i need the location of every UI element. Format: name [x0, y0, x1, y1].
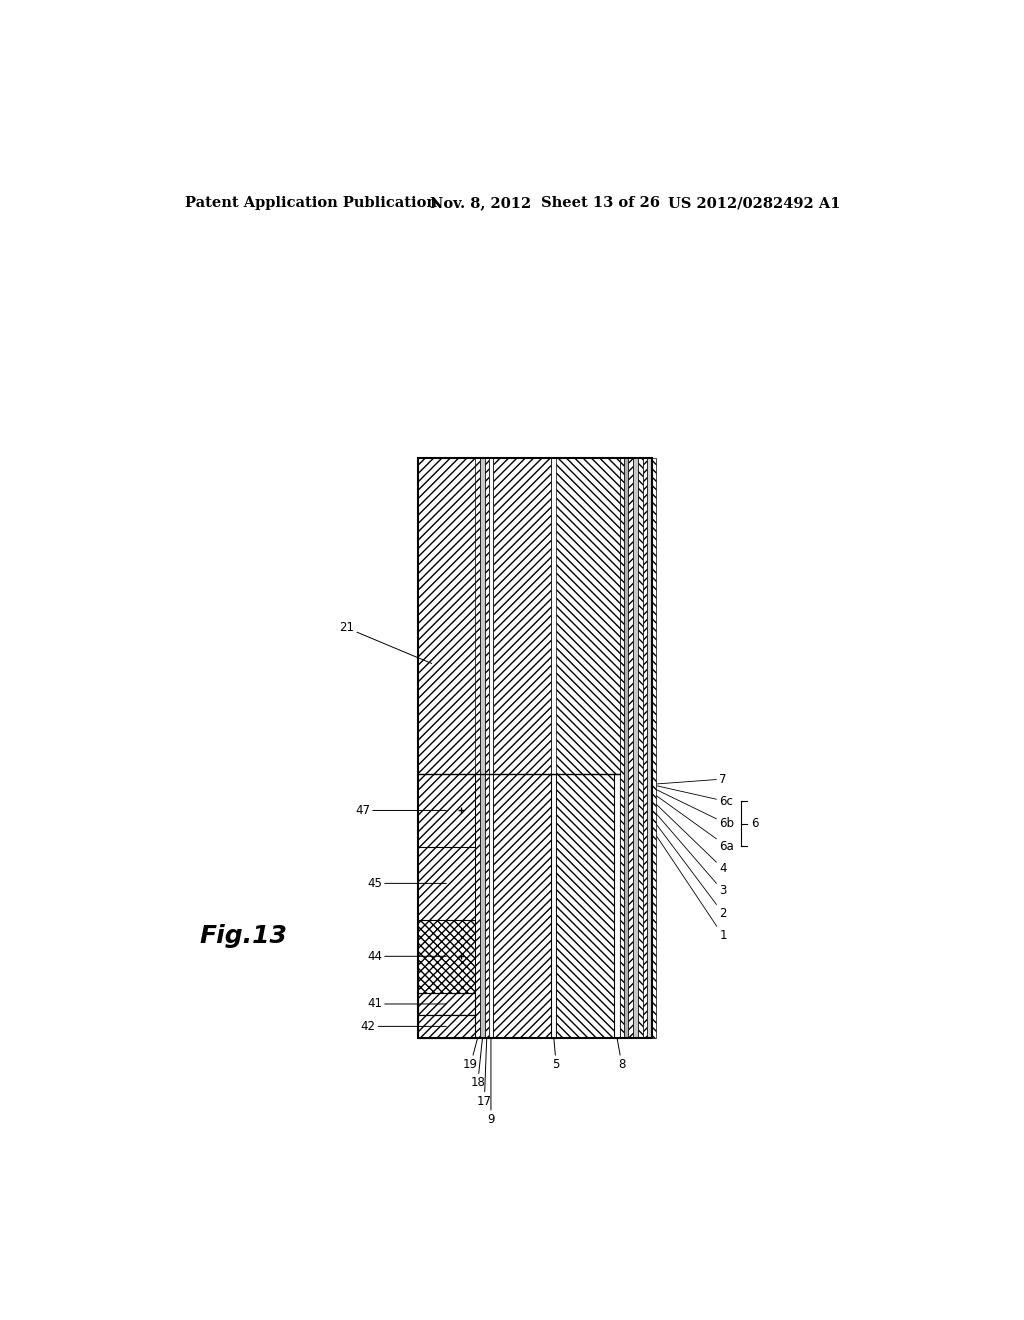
Bar — [475, 774, 480, 1038]
Bar — [651, 458, 656, 1038]
Text: 4: 4 — [635, 784, 727, 875]
Text: 7: 7 — [654, 772, 727, 785]
Bar — [551, 458, 556, 774]
Text: 6c: 6c — [649, 784, 733, 808]
Bar — [551, 774, 556, 1038]
Bar — [418, 774, 475, 847]
Bar — [418, 458, 651, 1038]
Text: 18: 18 — [470, 1038, 485, 1089]
Bar — [647, 458, 651, 1038]
Text: 8: 8 — [617, 1038, 626, 1071]
Bar — [614, 774, 620, 1038]
Bar — [493, 774, 551, 1038]
Bar — [480, 774, 484, 1038]
Bar — [484, 774, 488, 1038]
Bar — [418, 993, 475, 1015]
Text: 2: 2 — [627, 784, 727, 920]
Text: 6b: 6b — [645, 784, 734, 830]
Bar — [418, 920, 475, 993]
Bar — [484, 458, 488, 774]
Bar — [643, 458, 647, 1038]
Text: 19: 19 — [463, 1038, 478, 1071]
Text: Sheet 13 of 26: Sheet 13 of 26 — [541, 197, 659, 210]
Text: 47: 47 — [355, 804, 446, 817]
Bar — [638, 458, 643, 1038]
Text: 45: 45 — [367, 876, 446, 890]
Text: 9: 9 — [487, 1038, 495, 1126]
Bar — [551, 458, 620, 774]
Bar — [620, 458, 625, 1038]
Text: 41: 41 — [367, 998, 446, 1011]
Bar — [625, 458, 629, 1038]
Bar — [633, 458, 638, 1038]
Bar — [556, 774, 614, 1038]
Text: Patent Application Publication: Patent Application Publication — [185, 197, 437, 210]
Text: 1: 1 — [622, 784, 727, 942]
Text: Fig.13: Fig.13 — [199, 924, 287, 948]
Bar — [493, 458, 551, 774]
Bar — [629, 458, 633, 1038]
Bar — [488, 774, 493, 1038]
Text: 6a: 6a — [640, 784, 734, 853]
Text: 21: 21 — [339, 622, 432, 664]
Text: 42: 42 — [360, 1020, 446, 1032]
Text: 5: 5 — [553, 1038, 560, 1071]
Text: 44: 44 — [367, 950, 446, 962]
Text: US 2012/0282492 A1: US 2012/0282492 A1 — [668, 197, 840, 210]
Bar — [480, 458, 484, 774]
Bar — [488, 458, 493, 774]
Bar — [418, 458, 493, 774]
Text: 3: 3 — [631, 784, 727, 898]
Text: Nov. 8, 2012: Nov. 8, 2012 — [430, 197, 530, 210]
Bar — [418, 847, 475, 920]
Bar — [475, 458, 480, 774]
Bar — [418, 1015, 475, 1038]
Text: 17: 17 — [477, 1038, 492, 1107]
Text: 6: 6 — [751, 817, 759, 830]
